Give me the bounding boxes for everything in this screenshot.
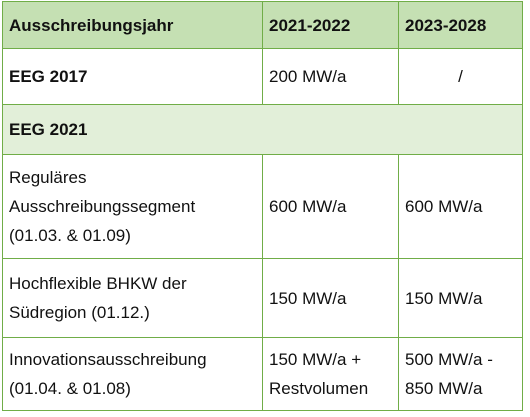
section-cell: EEG 2021 — [2, 104, 523, 155]
cell: 150 MW/a — [262, 258, 399, 338]
header-cell: Ausschreibungsjahr — [2, 1, 263, 49]
cell: 200 MW/a — [262, 48, 399, 105]
table: Ausschreibungsjahr 2021-2022 2023-2028 E… — [2, 1, 523, 411]
cell: Reguläres Ausschreibungssegment (01.03. … — [2, 154, 263, 259]
row: EEG 2017 200 MW/a / — [2, 48, 523, 105]
cell: 500 MW/a - 850 MW/a — [398, 337, 523, 411]
section-row: EEG 2021 — [2, 104, 523, 155]
row: Innovationsausschreibung (01.04. & 01.08… — [2, 337, 523, 411]
cell: 150 MW/a + Restvolumen — [262, 337, 399, 411]
cell: Hochflexible BHKW der Südregion (01.12.) — [2, 258, 263, 338]
cell: 600 MW/a — [398, 154, 523, 259]
cell: EEG 2017 — [2, 48, 263, 105]
header-cell: 2023-2028 — [398, 1, 523, 49]
header-cell: 2021-2022 — [262, 1, 399, 49]
cell: / — [398, 48, 523, 105]
cell: Innovationsausschreibung (01.04. & 01.08… — [2, 337, 263, 411]
header-row: Ausschreibungsjahr 2021-2022 2023-2028 — [2, 1, 523, 49]
cell: 150 MW/a — [398, 258, 523, 338]
row: Hochflexible BHKW der Südregion (01.12.)… — [2, 258, 523, 338]
row: Reguläres Ausschreibungssegment (01.03. … — [2, 154, 523, 259]
cell: 600 MW/a — [262, 154, 399, 259]
